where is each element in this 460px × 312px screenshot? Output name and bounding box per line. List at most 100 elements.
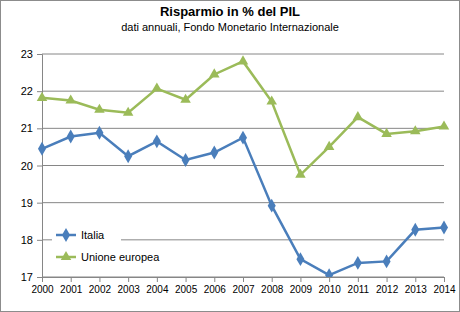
x-tick: 2003 [118, 277, 141, 295]
y-tick-label: 18 [21, 234, 33, 246]
y-tick-label: 17 [21, 271, 33, 283]
marker [268, 199, 276, 213]
x-tick: 2002 [89, 277, 112, 295]
grid-line [42, 54, 444, 55]
series-group [37, 55, 450, 277]
series-line [42, 133, 444, 275]
y-tick: 22 [21, 85, 42, 97]
marker [411, 223, 419, 237]
y-tick: 20 [21, 160, 42, 172]
x-tick: 2005 [175, 277, 198, 295]
marker [38, 142, 46, 156]
grid [42, 54, 444, 277]
y-tick-label: 22 [21, 85, 33, 97]
marker [209, 68, 220, 77]
chart: Risparmio in % del PILdati annuali, Fond… [0, 0, 460, 312]
x-tick: 2014 [433, 277, 456, 295]
x-tick-mark [300, 277, 301, 282]
marker [439, 120, 450, 129]
y-tick: 19 [21, 197, 42, 209]
y-tick-label: 19 [21, 197, 33, 209]
x-tick-label: 2006 [204, 284, 227, 295]
marker [381, 128, 392, 137]
x-tick-mark [272, 277, 273, 282]
marker [383, 254, 391, 268]
marker [182, 153, 190, 167]
x-tick-label: 2007 [232, 284, 255, 295]
marker [239, 131, 247, 145]
y-tick: 17 [21, 271, 42, 283]
marker [152, 82, 163, 91]
x-tick: 2001 [60, 277, 83, 295]
marker [238, 55, 249, 64]
marker [210, 146, 218, 160]
x-tick-label: 2011 [348, 284, 370, 295]
x-tick: 2013 [405, 277, 428, 295]
x-tick-mark [42, 277, 43, 282]
x-tick: 2012 [376, 277, 399, 295]
y-axis: 17 18 19 20 21 22 23 [21, 48, 43, 283]
y-tick: 18 [21, 234, 42, 246]
marker [180, 94, 191, 103]
y-tick-mark [37, 128, 42, 129]
x-tick-mark [329, 277, 330, 282]
x-tick-label: 2009 [290, 284, 313, 295]
marker [354, 256, 362, 270]
x-tick-mark [157, 277, 158, 282]
marker [266, 95, 277, 104]
y-tick: 21 [21, 122, 42, 134]
x-tick: 2006 [204, 277, 227, 295]
y-axis-line [37, 55, 43, 278]
x-tick: 2007 [232, 277, 255, 295]
marker [410, 125, 421, 134]
y-tick: 23 [21, 48, 42, 60]
x-tick: 2008 [261, 277, 284, 295]
y-tick-mark [37, 203, 42, 204]
series-markers [38, 126, 448, 277]
x-tick-label: 2000 [31, 284, 54, 295]
y-tick-label: 21 [21, 122, 33, 134]
x-tick: 2010 [319, 277, 342, 295]
subtitle: dati annuali, Fondo Monetario Internazio… [121, 21, 339, 33]
grid-line [42, 202, 444, 203]
x-tick-label: 2014 [433, 284, 456, 295]
x-axis: 2000 2001 2002 2003 2004 2005 2006 2007 2008 2009… [31, 277, 456, 295]
legend-label: Unione europea [81, 251, 160, 263]
y-tick-label: 20 [21, 160, 33, 172]
series-line [42, 61, 444, 174]
x-tick-label: 2004 [146, 284, 169, 295]
grid-line [42, 91, 444, 92]
plot: 1718192021222320002001200220032004200520… [21, 48, 456, 295]
x-tick-label: 2005 [175, 284, 198, 295]
x-tick-mark [186, 277, 187, 282]
marker [65, 94, 76, 103]
marker [325, 268, 333, 277]
marker [124, 149, 132, 163]
x-tick-mark [71, 277, 72, 282]
legend-entry: Unione europea [52, 249, 173, 265]
x-tick-mark [387, 277, 388, 282]
marker [95, 126, 103, 140]
marker [296, 252, 304, 266]
legend-background [52, 249, 173, 265]
legend-entry: Italia [52, 227, 121, 243]
marker [353, 111, 364, 120]
marker [94, 104, 105, 113]
y-tick-mark [37, 166, 42, 167]
marker [324, 141, 335, 150]
x-tick-mark [444, 277, 445, 282]
x-axis-line [43, 278, 445, 283]
x-tick-label: 2008 [261, 284, 284, 295]
marker [440, 221, 448, 235]
x-tick-mark [214, 277, 215, 282]
legend-marker [61, 251, 72, 260]
grid-line [42, 165, 444, 166]
x-tick-label: 2003 [118, 284, 141, 295]
x-tick-label: 2001 [60, 284, 83, 295]
x-tick-label: 2010 [319, 284, 342, 295]
marker [67, 130, 75, 144]
x-tick-label: 2002 [89, 284, 112, 295]
x-tick: 2009 [290, 277, 313, 295]
marker [153, 134, 161, 148]
x-tick: 2000 [31, 277, 54, 295]
